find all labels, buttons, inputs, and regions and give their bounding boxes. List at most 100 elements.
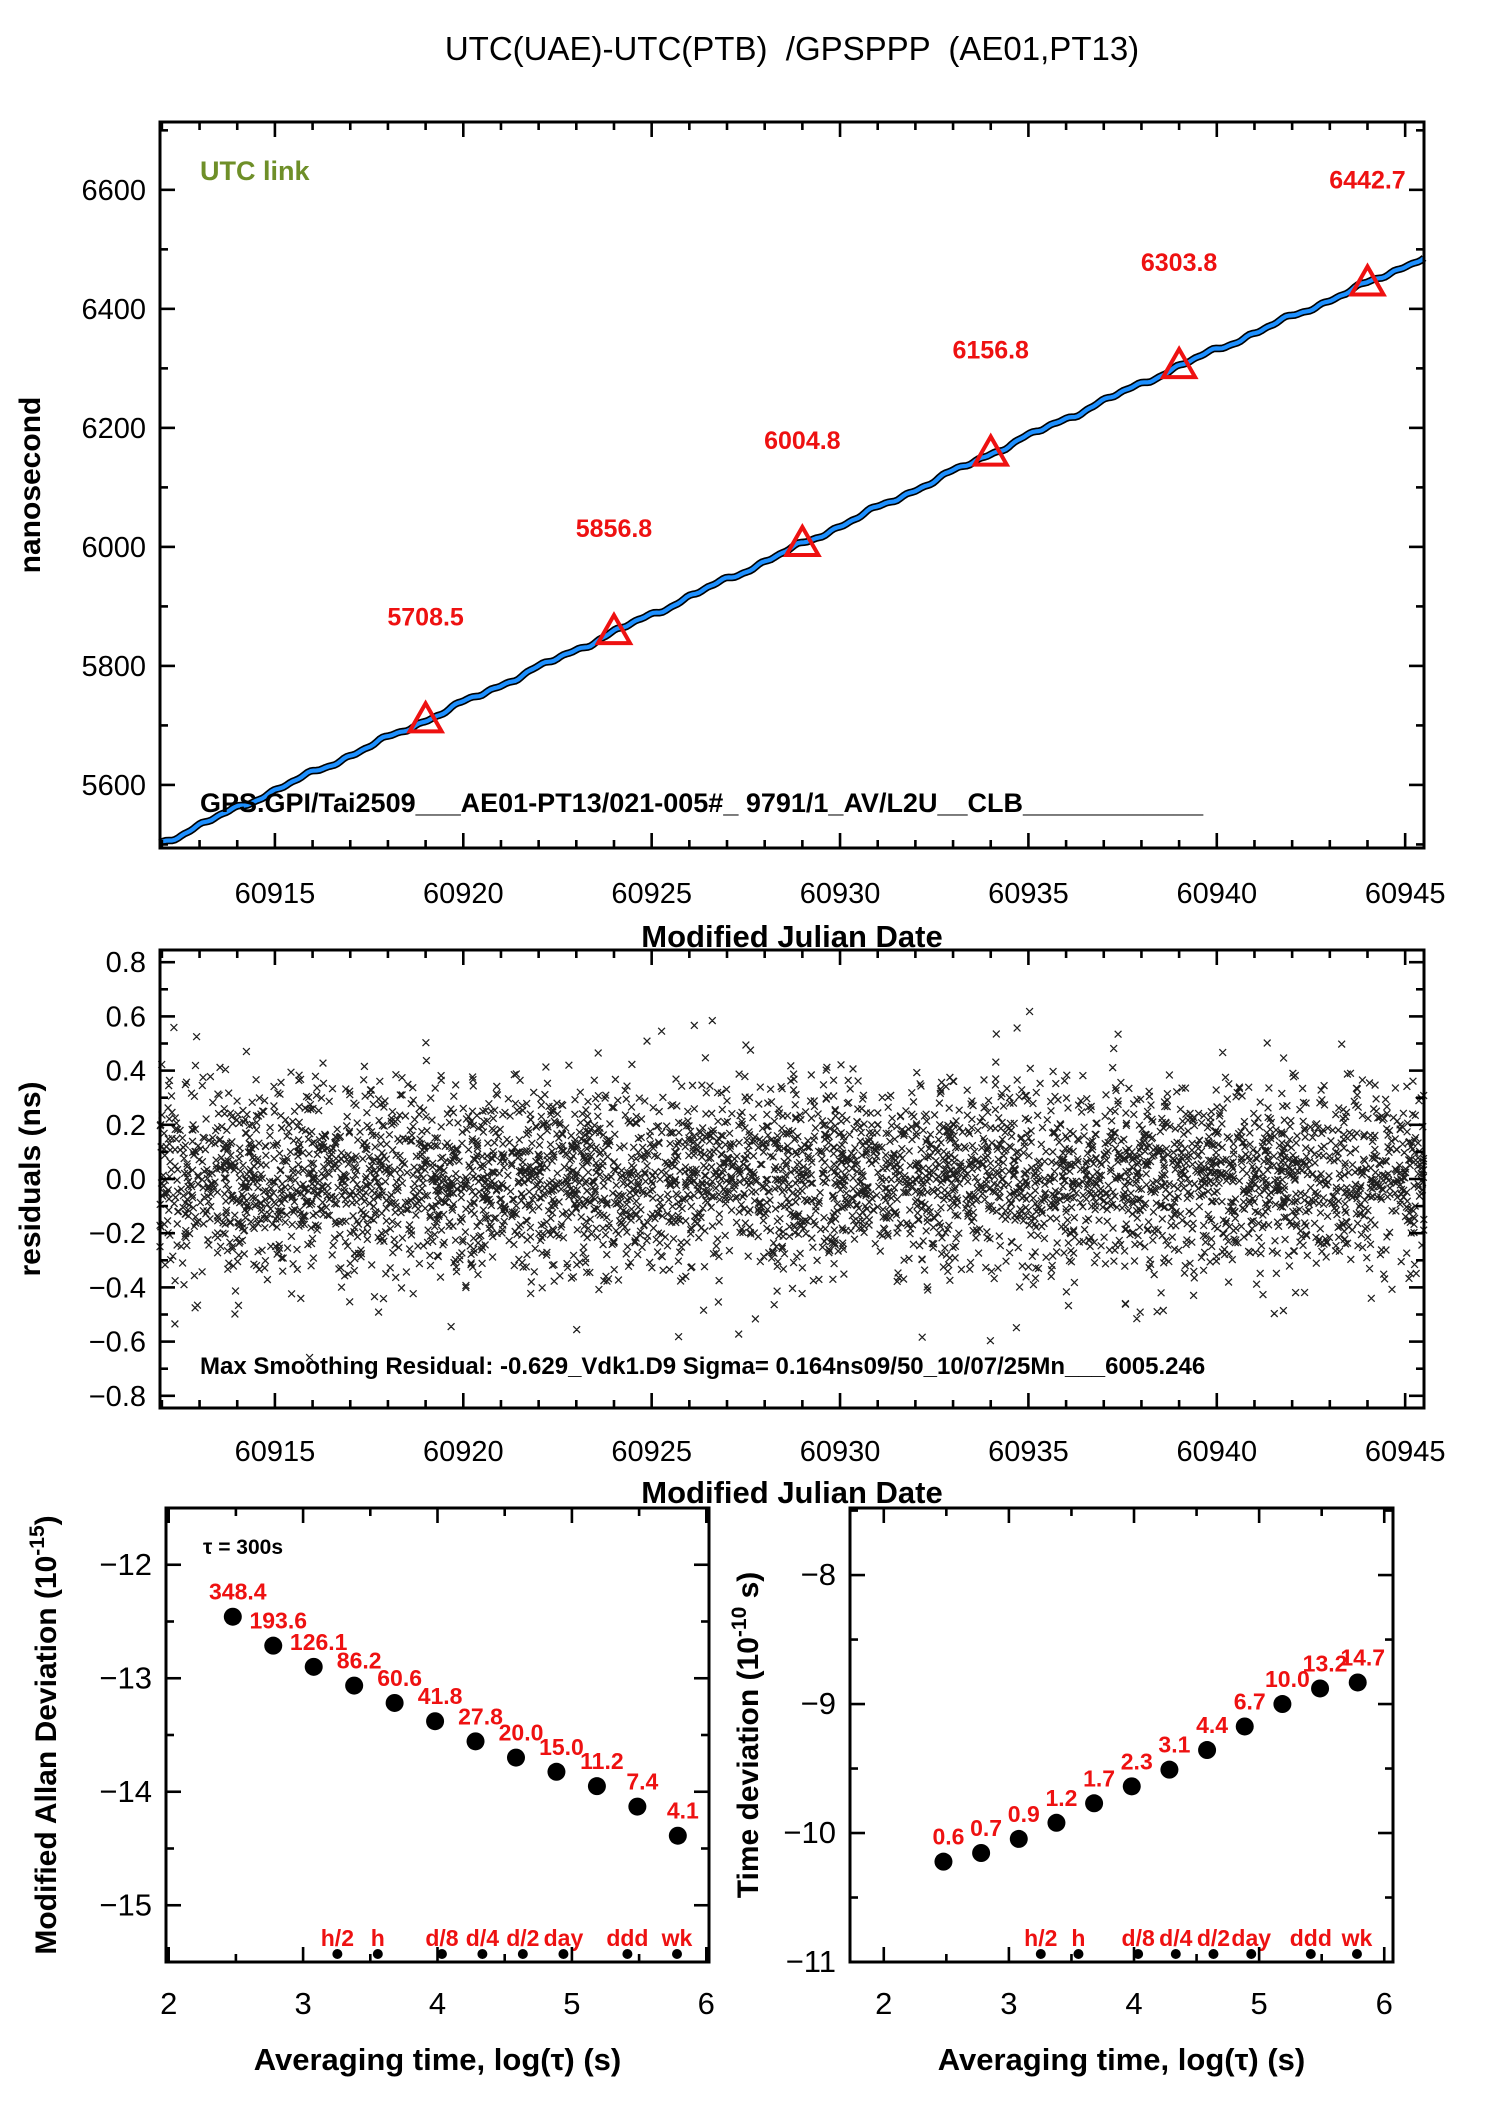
smoothing-stats-footer: Max Smoothing Residual: -0.629_Vdk1.D9 S… bbox=[200, 1353, 1205, 1380]
marker-triangle bbox=[971, 432, 1011, 467]
point-value-label: 15.0 bbox=[539, 1734, 584, 1760]
tau-marker-dot bbox=[558, 1949, 569, 1959]
data-point bbox=[1273, 1695, 1292, 1714]
data-point bbox=[385, 1693, 404, 1712]
plot-border bbox=[158, 948, 1426, 1410]
data-point bbox=[1235, 1717, 1254, 1736]
tau-marker-dot bbox=[1208, 1949, 1219, 1959]
point-value-label: 11.2 bbox=[580, 1748, 624, 1774]
y-tick-label: −0.6 bbox=[89, 1327, 146, 1359]
x-tick-label: 6 bbox=[1376, 1986, 1393, 2021]
x-tick-label: 60940 bbox=[1176, 1436, 1257, 1468]
tau-marker-dot bbox=[1073, 1949, 1084, 1959]
x-tick-label: 5 bbox=[563, 1986, 580, 2021]
point-value-label: 348.4 bbox=[209, 1579, 267, 1605]
marker-triangle bbox=[406, 699, 446, 734]
plot-border bbox=[158, 120, 1426, 850]
tau-marker-label: d/4 bbox=[1159, 1925, 1192, 1951]
residuals-scatter-panel: Max Smoothing Residual: -0.629_Vdk1.D9 S… bbox=[14, 947, 1445, 1510]
marker-value-label: 5856.8 bbox=[576, 515, 653, 543]
y-tick-label: 5800 bbox=[81, 651, 146, 683]
tau-marker-label: wk bbox=[661, 1925, 693, 1951]
y-tick-label: 0.8 bbox=[106, 947, 146, 979]
data-point bbox=[506, 1748, 525, 1767]
utc-link-note: UTC link bbox=[200, 156, 310, 186]
y-tick-label: 0.6 bbox=[106, 1001, 146, 1033]
y-axis-title: Time deviation (10-10 s) bbox=[728, 1572, 765, 1899]
y-tick-label: −11 bbox=[786, 1944, 836, 1979]
y-tick-label: −15 bbox=[99, 1887, 152, 1922]
data-point bbox=[1085, 1794, 1104, 1813]
x-tick-label: 60945 bbox=[1365, 878, 1446, 910]
data-point bbox=[1311, 1679, 1330, 1698]
y-tick-label: −0.4 bbox=[89, 1272, 146, 1304]
data-point bbox=[668, 1826, 687, 1845]
y-tick-label: 0.0 bbox=[106, 1164, 146, 1196]
x-tick-label: 60920 bbox=[423, 1436, 504, 1468]
x-tick-label: 60915 bbox=[235, 1436, 316, 1468]
tau-marker-label: ddd bbox=[606, 1925, 648, 1951]
data-point bbox=[345, 1676, 364, 1695]
tau-marker-dot bbox=[622, 1949, 633, 1959]
data-point bbox=[1047, 1813, 1066, 1832]
tau-marker-label: wk bbox=[1341, 1925, 1373, 1951]
point-value-label: 27.8 bbox=[458, 1703, 503, 1729]
y-tick-label: −0.8 bbox=[89, 1381, 146, 1413]
y-axis-title: nanosecond bbox=[14, 397, 47, 574]
point-value-label: 14.7 bbox=[1340, 1644, 1385, 1670]
plot-border bbox=[164, 1506, 711, 1964]
tau-marker-dot bbox=[332, 1949, 343, 1959]
data-point bbox=[628, 1797, 647, 1816]
tau-marker-dot bbox=[1170, 1949, 1181, 1959]
data-point bbox=[972, 1844, 991, 1863]
y-tick-label: 6600 bbox=[81, 175, 146, 207]
x-tick-label: 2 bbox=[875, 1986, 892, 2021]
x-tick-label: 60945 bbox=[1365, 1436, 1446, 1468]
tau-marker-dot bbox=[1246, 1949, 1257, 1959]
point-value-label: 0.9 bbox=[1008, 1801, 1040, 1827]
tau-marker-dot bbox=[1035, 1949, 1046, 1959]
tau-marker-label: h bbox=[371, 1925, 385, 1951]
x-tick-label: 4 bbox=[1125, 1986, 1142, 2021]
data-point bbox=[547, 1762, 566, 1781]
tau-marker-dot bbox=[1305, 1949, 1316, 1959]
y-tick-label: −12 bbox=[99, 1547, 152, 1582]
point-value-label: 10.0 bbox=[1265, 1666, 1310, 1692]
point-value-label: 20.0 bbox=[499, 1720, 544, 1746]
tau-marker-label: day bbox=[544, 1925, 584, 1951]
data-point bbox=[1122, 1777, 1141, 1796]
y-tick-label: −10 bbox=[783, 1815, 836, 1850]
x-tick-label: 60915 bbox=[235, 878, 316, 910]
phase-time-series-panel: UTC link GPS.GPI/Tai2509___AE01-PT13/021-… bbox=[14, 120, 1446, 954]
marker-value-label: 6442.7 bbox=[1329, 166, 1405, 194]
tau-marker-dot bbox=[477, 1949, 488, 1959]
y-axis-title: Modified Allan Deviation (10-15) bbox=[26, 1515, 63, 1954]
data-point bbox=[1198, 1741, 1217, 1760]
x-axis-title: Averaging time, log(τ) (s) bbox=[254, 2042, 622, 2077]
marker-triangle bbox=[1348, 262, 1387, 297]
tau-marker-label: day bbox=[1231, 1925, 1271, 1951]
point-value-label: 7.4 bbox=[626, 1769, 658, 1795]
tau-marker-label: ddd bbox=[1290, 1925, 1332, 1951]
x-axis-title: Averaging time, log(τ) (s) bbox=[938, 2042, 1306, 2077]
tau-marker-label: h bbox=[1071, 1925, 1085, 1951]
point-value-label: 3.1 bbox=[1158, 1732, 1190, 1758]
data-point bbox=[466, 1732, 485, 1751]
tau-marker-label: d/4 bbox=[466, 1925, 499, 1951]
tau-marker-label: d/2 bbox=[506, 1925, 539, 1951]
x-tick-label: 60925 bbox=[611, 878, 692, 910]
tau-marker-dot bbox=[372, 1949, 383, 1959]
x-tick-label: 6 bbox=[698, 1986, 715, 2021]
y-axis-title: residuals (ns) bbox=[14, 1081, 47, 1276]
marker-triangle bbox=[594, 611, 634, 646]
marker-triangle bbox=[1159, 345, 1199, 380]
point-value-label: 1.2 bbox=[1045, 1785, 1077, 1811]
tau-marker-dot bbox=[672, 1949, 683, 1959]
data-point bbox=[587, 1777, 606, 1796]
x-tick-label: 3 bbox=[1000, 1986, 1017, 2021]
axes-and-ticks bbox=[160, 122, 1424, 848]
y-tick-label: 6200 bbox=[81, 413, 146, 445]
